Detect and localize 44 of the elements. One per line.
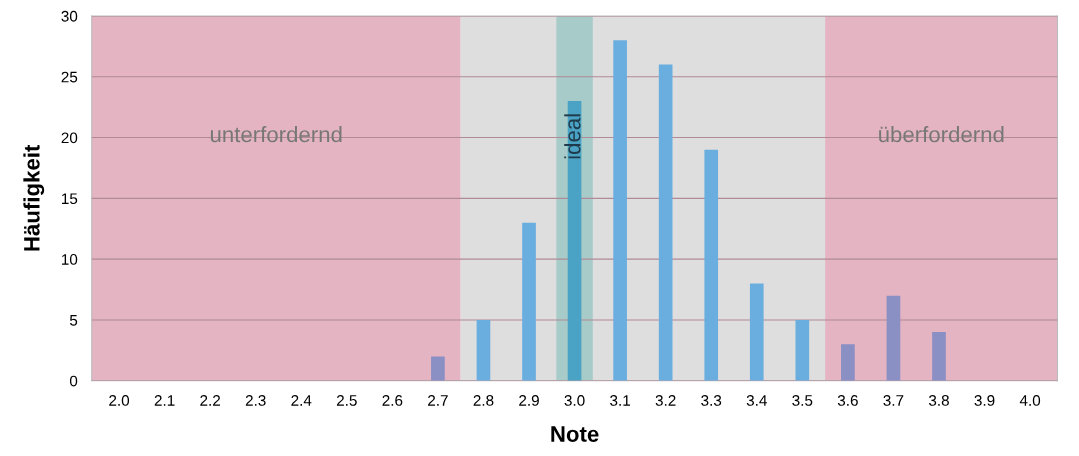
x-tick-label: 3.3	[701, 395, 722, 406]
bar	[841, 344, 855, 381]
x-tick-label: 3.9	[974, 395, 995, 406]
x-tick-label: 2.0	[109, 395, 130, 406]
bar	[886, 295, 901, 381]
y-tick-label: 15	[62, 193, 78, 205]
band-label: ideal	[564, 114, 581, 159]
bar	[749, 283, 764, 381]
x-tick-label: 2.2	[200, 395, 220, 406]
bar	[704, 149, 719, 381]
x-tick-label: 2.1	[154, 395, 175, 406]
x-tick-label: 2.7	[428, 395, 448, 406]
x-tick-label: 2.3	[245, 395, 266, 406]
x-axis-title: Note	[551, 426, 599, 442]
y-tick-label: 10	[62, 254, 78, 265]
x-tick-label: 3.6	[837, 395, 858, 406]
bar	[932, 332, 946, 381]
x-tick-label: 3.7	[883, 395, 904, 406]
x-tick-label: 3.0	[564, 395, 585, 406]
x-tick-label: 3.2	[655, 395, 676, 406]
y-tick-label: 30	[61, 10, 78, 22]
x-tick-label: 2.8	[473, 395, 494, 406]
x-tick-label: 2.4	[291, 395, 312, 406]
x-tick-label: 2.9	[519, 395, 539, 406]
bar	[795, 319, 810, 381]
x-tick-label: 3.4	[746, 395, 767, 406]
x-tick-label: 2.5	[336, 395, 357, 406]
x-tick-label: 3.8	[928, 395, 949, 406]
band-label: unterfordernd	[210, 125, 342, 143]
y-tick-label: 0	[69, 375, 78, 387]
x-tick-label: 3.5	[792, 395, 813, 406]
y-tick-label: 5	[69, 314, 78, 326]
bar	[431, 356, 445, 381]
x-tick-label: 4.0	[1019, 395, 1041, 406]
bar	[613, 40, 627, 381]
bar	[658, 64, 673, 381]
y-tick-label: 25	[61, 71, 78, 83]
band-label: überfordernd	[879, 125, 1004, 143]
y-tick-label: 20	[61, 132, 78, 144]
bar	[522, 222, 536, 381]
x-tick-label: 3.1	[610, 395, 630, 406]
y-axis-title: Häufigkeit	[23, 144, 45, 251]
x-tick-label: 2.6	[382, 395, 403, 406]
bar	[476, 319, 491, 381]
